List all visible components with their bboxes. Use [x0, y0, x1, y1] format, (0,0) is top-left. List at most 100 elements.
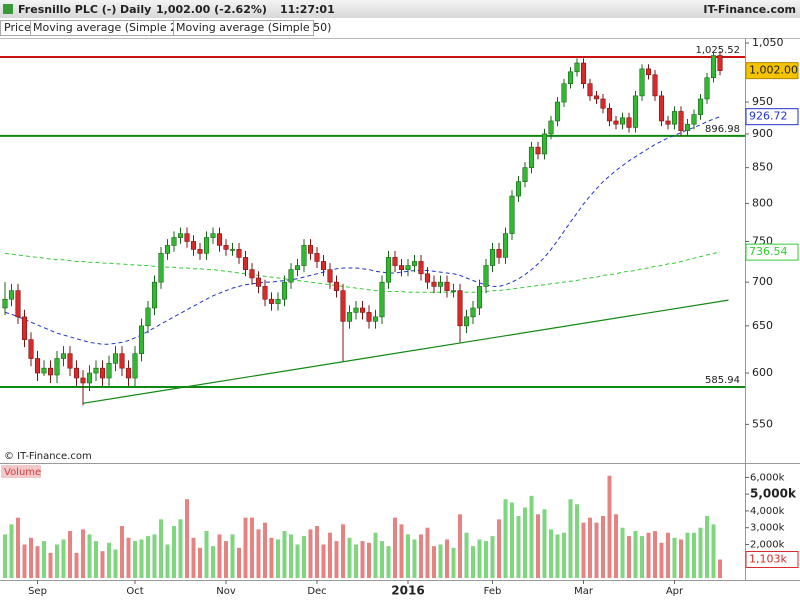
candle-body: [678, 111, 684, 131]
candle-body: [171, 237, 177, 246]
candle-body: [463, 316, 470, 327]
volume-bar: [100, 551, 105, 578]
candle-body: [184, 233, 190, 242]
volume-bar: [471, 546, 475, 578]
volume-bar: [705, 515, 709, 578]
volume-bar: [295, 544, 300, 578]
candle-body: [145, 307, 151, 327]
volume-bar: [529, 495, 534, 578]
volume-bar: [685, 532, 690, 578]
volume-bar: [562, 532, 566, 578]
level-label: 1,025.52: [695, 45, 740, 56]
volume-bar: [237, 547, 241, 578]
volume-bar: [217, 534, 222, 578]
volume-bar: [549, 529, 553, 578]
x-tick-label: Feb: [484, 586, 502, 597]
candle-body: [632, 95, 639, 128]
legend-price: Price: [4, 21, 31, 34]
candle-body: [626, 117, 632, 128]
candle-body: [704, 77, 710, 100]
candle-body: [580, 62, 587, 85]
time: 11:27:01: [280, 3, 335, 16]
candle-body: [197, 249, 203, 254]
candle-body: [80, 377, 86, 384]
candle-body: [567, 71, 574, 85]
volume-bar: [107, 542, 111, 578]
candle-body: [457, 290, 463, 327]
volume-bar: [412, 539, 417, 578]
candle-body: [372, 316, 379, 322]
quote: 1,002.00 (-2.62%): [156, 3, 267, 16]
candle-body: [619, 117, 626, 125]
header-bar: [0, 0, 800, 18]
candle-body: [327, 269, 333, 283]
candle-body: [522, 167, 528, 182]
candle-body: [671, 111, 678, 125]
candle-body: [73, 367, 80, 379]
candle-body: [138, 325, 145, 355]
volume-bar: [607, 475, 612, 578]
candle-body: [691, 114, 697, 125]
y-tick-label: 550: [752, 417, 773, 430]
candle-body: [541, 133, 548, 155]
volume-bar: [711, 524, 716, 578]
candle-body: [554, 101, 561, 122]
candle-body: [8, 290, 15, 300]
candle-body: [93, 367, 99, 374]
volume-title-bg: [1, 465, 41, 478]
candle-body: [652, 74, 658, 97]
volume-bar: [594, 522, 599, 578]
level-label: 896.98: [705, 124, 740, 135]
value-badge: [745, 62, 799, 80]
value-badge-label: 1,103k: [749, 553, 787, 566]
candle-body: [509, 195, 515, 234]
candle-body: [21, 316, 28, 340]
volume-bar: [74, 552, 79, 578]
candle-body: [379, 281, 385, 318]
volume-bar: [347, 537, 352, 578]
volume-bar: [48, 552, 53, 578]
volume-bar: [575, 504, 579, 578]
volume-bar: [386, 546, 391, 578]
candle-body: [600, 98, 606, 109]
volume-bar: [3, 534, 7, 578]
candle-body: [613, 120, 619, 125]
candle-body: [444, 281, 450, 291]
candle-body: [47, 367, 54, 376]
candle-body: [177, 233, 184, 238]
candle-body: [398, 265, 405, 270]
candle-body: [132, 353, 138, 379]
candle-body: [418, 261, 424, 275]
y-tick-label: 850: [752, 161, 773, 174]
volume-bar: [230, 534, 235, 578]
candle-body: [717, 55, 723, 71]
candle-body: [645, 68, 652, 76]
candle-body: [587, 83, 593, 97]
volume-bar: [146, 536, 150, 578]
volume-bar: [159, 519, 163, 578]
volume-bar: [139, 539, 144, 578]
candle-body: [385, 257, 392, 283]
candle-body: [15, 290, 21, 318]
volume-bar: [666, 532, 670, 578]
volume-bar: [35, 546, 40, 578]
candle-body: [151, 281, 158, 309]
volume-bar: [679, 539, 683, 578]
candle-body: [28, 339, 34, 359]
y-tick-label: 3,000k: [750, 523, 785, 534]
volume-bar: [568, 499, 573, 578]
volume-bar: [373, 532, 378, 578]
volume-bar: [9, 524, 14, 578]
candle-body: [697, 98, 704, 115]
candle-body: [314, 253, 320, 262]
trendline: [82, 299, 729, 404]
candle-body: [262, 286, 268, 300]
volume-bar: [425, 527, 430, 578]
volume-bar: [308, 529, 313, 578]
candle-body: [34, 358, 41, 374]
moving-average: [4, 251, 721, 293]
candle-body: [502, 233, 509, 258]
volume-bar: [490, 536, 495, 578]
volume-bar: [653, 531, 657, 578]
candle-body: [54, 358, 60, 376]
